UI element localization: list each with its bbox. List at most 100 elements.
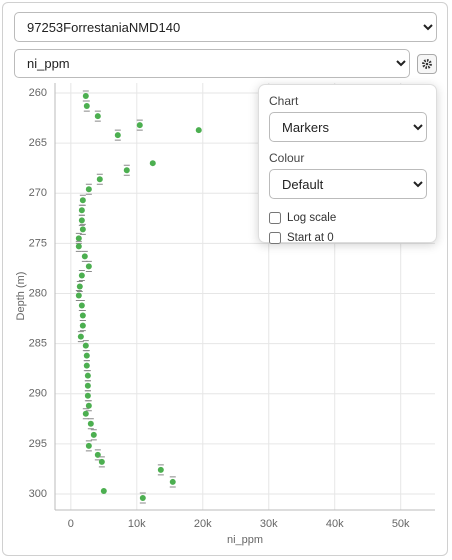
error-bar — [123, 164, 130, 176]
marker — [83, 362, 90, 369]
marker — [78, 302, 85, 309]
error-bar — [85, 440, 92, 452]
error-bar — [75, 240, 82, 252]
x-tick-label: 30k — [260, 518, 278, 530]
marker — [81, 253, 88, 260]
well-select[interactable]: 97253ForrestaniaNMD140 — [14, 12, 437, 42]
error-bar — [82, 408, 89, 420]
marker — [100, 487, 107, 494]
error-bar — [139, 492, 146, 504]
error-bar — [94, 110, 101, 122]
marker — [123, 167, 130, 174]
y-tick-label: 285 — [29, 338, 47, 350]
y-tick-label: 280 — [29, 287, 47, 299]
panel — [2, 2, 448, 556]
error-bar — [136, 119, 143, 131]
label: Log scale — [287, 212, 337, 224]
y-tick-label: 295 — [29, 438, 47, 450]
error-bar — [78, 214, 85, 226]
marker — [94, 451, 101, 458]
error-bar — [96, 173, 103, 185]
marker — [157, 466, 164, 473]
colour-select[interactable]: Default — [269, 169, 427, 199]
marker — [94, 113, 101, 120]
marker — [78, 272, 85, 279]
error-bar — [85, 400, 92, 412]
y-tick-label: 270 — [29, 187, 47, 199]
marker — [79, 226, 86, 233]
settings-popup: Chart Markers Colour Default Log scale S… — [258, 84, 437, 244]
error-bar — [78, 269, 85, 281]
error-bar — [85, 260, 92, 272]
marker — [79, 312, 86, 319]
marker — [96, 176, 103, 183]
marker — [82, 93, 89, 100]
marker — [85, 186, 92, 193]
error-bar — [76, 280, 83, 292]
marker — [195, 127, 202, 134]
marker — [77, 333, 84, 340]
x-tick-label: 50k — [392, 518, 410, 530]
marker — [85, 442, 92, 449]
y-tick-label: 290 — [29, 388, 47, 400]
marker — [82, 342, 89, 349]
x-tick-label: 10k — [128, 518, 146, 530]
y-axis-title: Depth (m) — [15, 272, 27, 321]
x-tick-label: 20k — [194, 518, 212, 530]
marker — [78, 207, 85, 214]
marker — [114, 132, 121, 139]
x-tick-label: 0 — [68, 518, 74, 530]
checkbox-row[interactable]: Start at 0 — [269, 228, 426, 248]
checkbox-row[interactable]: Log scale — [269, 208, 426, 228]
error-bar — [157, 464, 164, 476]
label: Chart — [269, 94, 299, 108]
error-bar — [98, 456, 105, 468]
gear-icon — [422, 59, 432, 69]
label: Colour — [269, 151, 305, 165]
checkbox[interactable] — [269, 232, 281, 244]
error-bar — [75, 232, 82, 244]
marker — [136, 122, 143, 129]
error-bar — [85, 183, 92, 195]
error-bar — [169, 476, 176, 488]
marker — [139, 494, 146, 501]
marker — [87, 420, 94, 427]
chart-type-select[interactable]: Markers — [269, 112, 427, 142]
marker — [79, 197, 86, 204]
marker — [75, 292, 82, 299]
error-bar — [87, 418, 94, 430]
marker — [90, 431, 97, 438]
settings-button[interactable] — [417, 54, 437, 74]
marker — [83, 103, 90, 110]
marker — [76, 283, 83, 290]
error-bar — [79, 320, 86, 332]
error-bar — [83, 100, 90, 112]
marker — [84, 372, 91, 379]
marker — [83, 352, 90, 359]
marker — [78, 217, 85, 224]
marker — [79, 322, 86, 329]
error-bar — [90, 429, 97, 441]
error-bar — [77, 331, 84, 343]
error-bar — [114, 129, 121, 141]
marker — [169, 478, 176, 485]
column-select[interactable]: ni_ppm — [14, 49, 410, 78]
marker — [82, 410, 89, 417]
marker — [75, 235, 82, 242]
y-tick-label: 300 — [29, 488, 47, 500]
marker — [149, 160, 156, 167]
marker — [98, 458, 105, 465]
checkbox[interactable] — [269, 212, 281, 224]
y-tick-label: 260 — [29, 87, 47, 99]
error-bar — [79, 223, 86, 235]
marker — [85, 263, 92, 270]
marker — [85, 402, 92, 409]
marker — [75, 243, 82, 250]
y-tick-label: 275 — [29, 237, 47, 249]
y-tick-label: 265 — [29, 137, 47, 149]
label: Start at 0 — [287, 232, 334, 244]
marker — [84, 392, 91, 399]
x-tick-label: 40k — [326, 518, 344, 530]
x-axis-title: ni_ppm — [227, 534, 263, 546]
